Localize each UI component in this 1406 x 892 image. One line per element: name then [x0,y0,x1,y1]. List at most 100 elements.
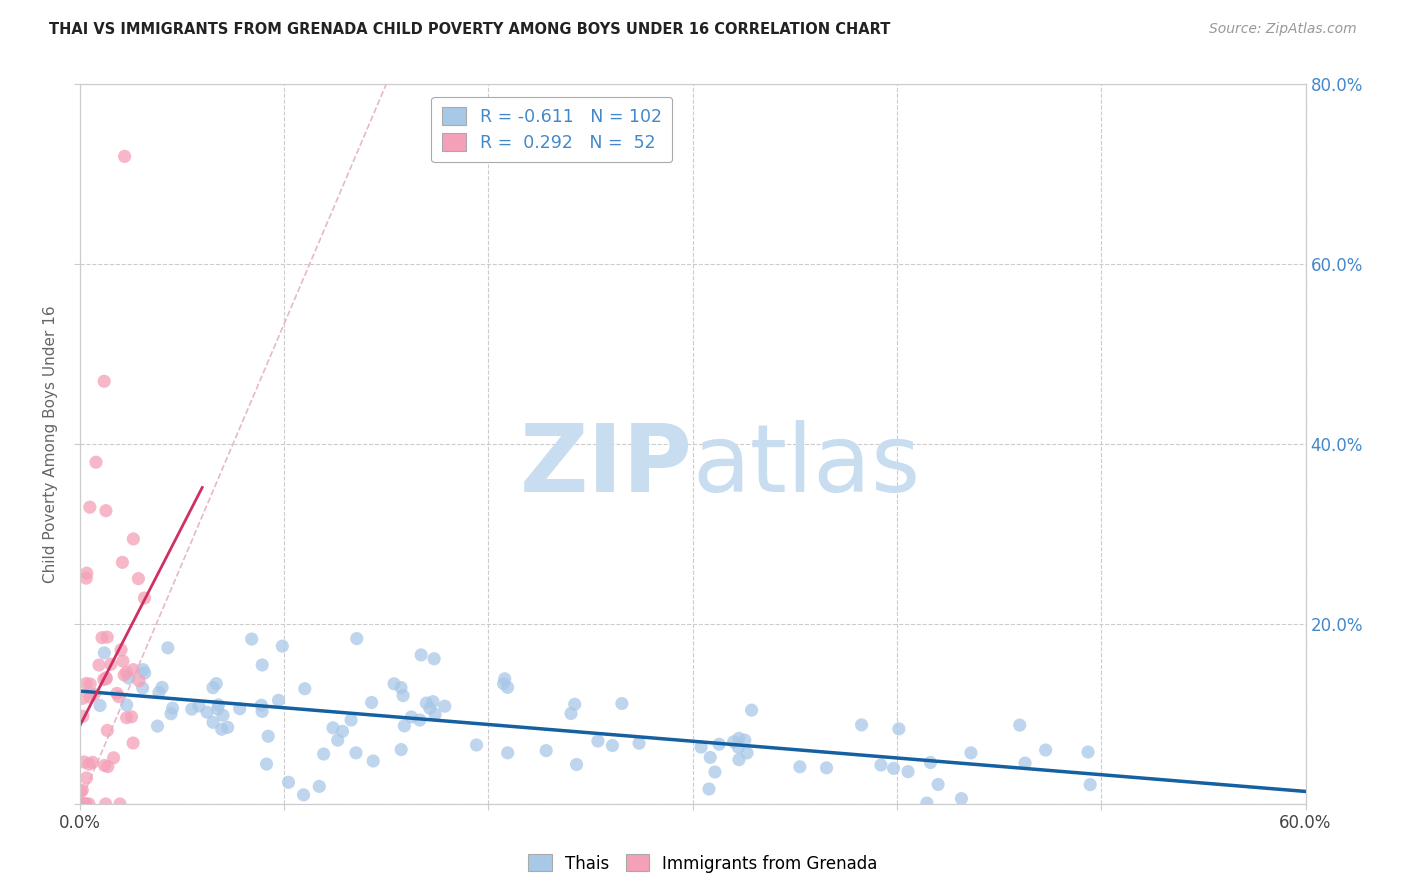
Point [75,676,97,690]
Text: THAI VS IMMIGRANTS FROM GRENADA CHILD POVERTY AMONG BOYS UNDER 16 CORRELATION CH: THAI VS IMMIGRANTS FROM GRENADA CHILD PO… [49,22,890,37]
Point [789,760,811,774]
Point [94,504,117,518]
Point [610,697,633,711]
Point [72,783,94,797]
Point [392,689,415,703]
Point [735,746,758,760]
Point [423,652,446,666]
Point [394,719,416,733]
Point [96,630,118,644]
Text: ZIP: ZIP [520,420,693,512]
Point [1014,756,1036,770]
Point [97,759,120,773]
Point [76,566,98,581]
Point [93,758,115,772]
Point [308,780,330,794]
Point [277,775,299,789]
Point [1077,745,1099,759]
Point [496,746,519,760]
Point [534,744,557,758]
Point [111,654,134,668]
Point [156,640,179,655]
Point [240,632,263,646]
Point [322,721,344,735]
Point [207,702,229,716]
Point [83,687,105,701]
Point [146,719,169,733]
Point [292,788,315,802]
Point [77,797,100,811]
Legend: Thais, Immigrants from Grenada: Thais, Immigrants from Grenada [522,847,884,880]
Point [114,149,136,163]
Point [115,711,138,725]
Point [326,733,349,747]
Point [361,754,384,768]
Point [122,736,145,750]
Point [602,739,624,753]
Point [389,742,412,756]
Point [82,756,104,770]
Point [707,737,730,751]
Point [728,731,751,746]
Point [96,671,118,685]
Point [94,672,117,686]
Point [887,722,910,736]
Point [107,690,129,704]
Point [346,632,368,646]
Point [91,631,114,645]
Legend: R = -0.611   N = 102, R =  0.292   N =  52: R = -0.611 N = 102, R = 0.292 N = 52 [432,96,672,162]
Point [94,797,117,811]
Point [132,663,155,677]
Point [122,532,145,546]
Point [250,698,273,713]
Point [73,797,96,811]
Point [128,673,150,688]
Point [628,736,651,750]
Point [75,571,97,585]
Point [723,735,745,749]
Point [494,672,516,686]
Point [217,720,239,734]
Point [915,796,938,810]
Point [72,709,94,723]
Point [72,691,94,706]
Point [728,753,751,767]
Point [72,797,94,811]
Point [96,723,118,738]
Point [332,724,354,739]
Point [271,639,294,653]
Point [741,703,763,717]
Point [422,695,444,709]
Point [927,777,949,791]
Point [115,665,138,680]
Point [697,782,720,797]
Point [423,707,446,722]
Point [108,797,131,811]
Point [84,455,107,469]
Point [79,500,101,515]
Point [207,698,229,712]
Point [267,693,290,707]
Point [344,746,367,760]
Point [93,374,115,388]
Point [93,646,115,660]
Point [250,705,273,719]
Point [257,729,280,743]
Point [294,681,316,696]
Point [162,701,184,715]
Point [703,764,725,779]
Point [134,591,156,605]
Point [103,751,125,765]
Point [180,702,202,716]
Point [122,663,145,677]
Point [79,677,101,691]
Point [560,706,582,721]
Point [229,701,252,715]
Point [960,746,983,760]
Point [105,686,128,700]
Point [465,738,488,752]
Point [920,756,942,770]
Point [120,710,142,724]
Point [69,784,91,798]
Point [409,713,432,727]
